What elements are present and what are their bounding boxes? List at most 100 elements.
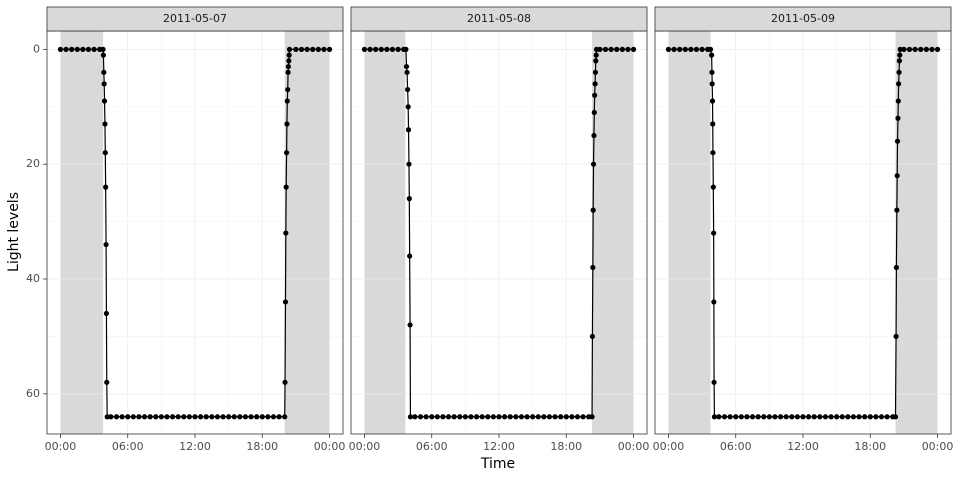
data-point xyxy=(389,46,396,52)
data-point xyxy=(592,69,599,75)
data-point xyxy=(254,414,260,420)
data-point xyxy=(896,81,902,87)
data-point xyxy=(242,414,249,420)
data-point xyxy=(710,184,716,190)
data-point xyxy=(912,46,918,52)
data-point xyxy=(405,104,411,110)
data-point xyxy=(593,58,599,64)
data-point xyxy=(100,52,106,58)
data-point xyxy=(934,46,941,52)
data-point xyxy=(101,81,107,87)
data-point xyxy=(897,46,903,52)
data-point xyxy=(677,46,683,52)
data-point xyxy=(412,414,418,420)
data-point xyxy=(490,414,496,420)
x-tick-label: 18:00 xyxy=(854,440,886,453)
data-point xyxy=(710,150,716,156)
data-point xyxy=(445,414,452,420)
data-point xyxy=(682,46,688,52)
data-point xyxy=(711,230,717,236)
y-tick-label: 20 xyxy=(26,157,40,170)
data-point xyxy=(895,98,901,104)
data-point xyxy=(822,414,829,420)
data-point xyxy=(283,184,289,190)
data-point xyxy=(906,46,913,52)
x-tick-label: 18:00 xyxy=(246,440,278,453)
data-point xyxy=(896,69,902,75)
night-shading xyxy=(60,31,104,434)
data-point xyxy=(276,414,282,420)
x-axis-title: Time xyxy=(480,456,515,472)
x-tick-label: 12:00 xyxy=(787,440,819,453)
data-point xyxy=(405,86,411,93)
data-point xyxy=(630,46,637,52)
data-point xyxy=(558,414,564,420)
data-point xyxy=(285,69,291,75)
night-shading xyxy=(592,31,634,434)
data-point xyxy=(710,121,716,127)
data-point xyxy=(104,414,110,420)
data-point xyxy=(417,414,424,420)
data-point xyxy=(749,414,756,420)
data-point xyxy=(530,414,536,420)
data-point xyxy=(423,414,429,420)
data-point xyxy=(285,63,291,70)
data-point xyxy=(231,414,237,420)
data-point xyxy=(755,414,761,420)
data-point xyxy=(74,46,80,52)
x-tick-label: 06:00 xyxy=(720,440,752,453)
data-point xyxy=(709,81,715,87)
data-point xyxy=(794,414,800,420)
data-point xyxy=(248,414,254,420)
data-point xyxy=(707,46,714,52)
strip xyxy=(350,6,648,32)
y-tick-label: 0 xyxy=(33,42,40,55)
data-point xyxy=(405,127,412,133)
night-shading xyxy=(364,31,406,434)
data-point xyxy=(711,379,717,385)
data-line xyxy=(60,48,330,418)
data-point xyxy=(602,46,609,52)
data-point xyxy=(104,379,110,385)
night-shading xyxy=(668,31,711,434)
data-point xyxy=(479,414,485,420)
data-point xyxy=(929,46,935,52)
data-point xyxy=(716,414,722,420)
data-point xyxy=(709,69,715,75)
data-point xyxy=(367,46,373,52)
data-point xyxy=(574,414,581,420)
x-tick-label: 00:00 xyxy=(349,440,381,453)
x-tick-label: 12:00 xyxy=(179,440,211,453)
data-point xyxy=(597,46,603,52)
data-point xyxy=(298,46,305,52)
data-point xyxy=(535,414,541,420)
data-point xyxy=(404,69,410,75)
data-point xyxy=(608,46,614,52)
strip xyxy=(46,6,344,32)
data-point xyxy=(468,414,474,420)
data-point xyxy=(496,414,502,420)
data-point xyxy=(688,46,694,52)
data-point xyxy=(214,414,221,420)
night-shading xyxy=(895,31,938,434)
data-point xyxy=(589,333,595,340)
data-point xyxy=(101,98,108,104)
data-point xyxy=(451,414,457,420)
data-point xyxy=(873,414,879,420)
data-point xyxy=(203,414,209,420)
data-point xyxy=(693,46,700,52)
panel: 2011-05-09 00:00 06:00 12:00 18:00 00:00 xyxy=(653,6,953,453)
data-point xyxy=(806,414,812,420)
data-point xyxy=(141,414,148,420)
data-point xyxy=(699,46,705,52)
data-point xyxy=(918,46,924,52)
data-point xyxy=(315,46,321,52)
data-point xyxy=(108,414,114,420)
data-point xyxy=(321,46,327,52)
data-point xyxy=(226,414,232,420)
data-point xyxy=(893,333,899,340)
data-point xyxy=(897,52,903,58)
data-point xyxy=(286,52,292,58)
data-point xyxy=(285,86,291,93)
data-point xyxy=(884,414,890,420)
